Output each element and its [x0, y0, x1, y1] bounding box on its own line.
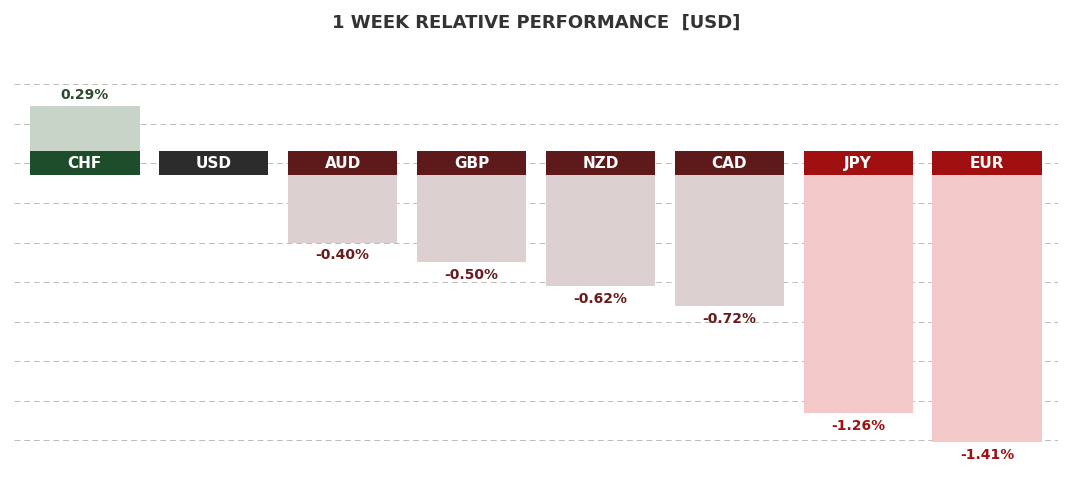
- Text: JPY: JPY: [845, 156, 873, 171]
- Text: CAD: CAD: [712, 156, 747, 171]
- Bar: [288, 151, 398, 175]
- Text: AUD: AUD: [325, 156, 361, 171]
- Bar: [933, 151, 1042, 175]
- Text: -0.72%: -0.72%: [702, 312, 757, 326]
- Text: -0.62%: -0.62%: [574, 292, 627, 306]
- Bar: [546, 163, 655, 286]
- Bar: [417, 163, 526, 262]
- Bar: [804, 151, 913, 175]
- Title: 1 WEEK RELATIVE PERFORMANCE  [USD]: 1 WEEK RELATIVE PERFORMANCE [USD]: [332, 14, 740, 32]
- Text: EUR: EUR: [970, 156, 1004, 171]
- Text: GBP: GBP: [453, 156, 489, 171]
- Text: CHF: CHF: [68, 156, 102, 171]
- Bar: [159, 151, 268, 175]
- Text: -0.50%: -0.50%: [445, 268, 498, 282]
- Text: -1.41%: -1.41%: [961, 448, 1014, 463]
- Text: -1.26%: -1.26%: [831, 418, 885, 433]
- Bar: [674, 163, 784, 306]
- Bar: [804, 163, 913, 413]
- Bar: [30, 151, 139, 175]
- Text: 0.29%: 0.29%: [61, 88, 109, 102]
- Bar: [30, 106, 139, 163]
- Bar: [933, 163, 1042, 442]
- Text: -0.40%: -0.40%: [315, 248, 370, 263]
- Bar: [417, 151, 526, 175]
- Bar: [674, 151, 784, 175]
- Text: USD: USD: [196, 156, 232, 171]
- Text: NZD: NZD: [582, 156, 619, 171]
- Bar: [288, 163, 398, 243]
- Bar: [546, 151, 655, 175]
